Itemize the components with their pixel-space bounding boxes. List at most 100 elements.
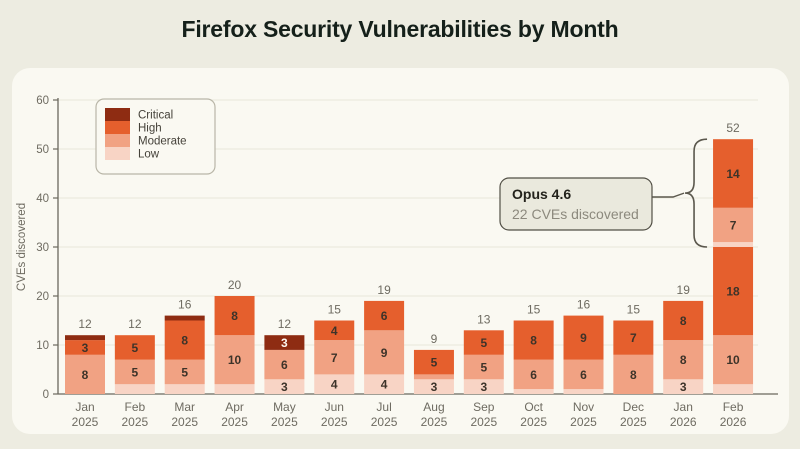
bar-total-Jan-2026: 19	[677, 283, 691, 297]
legend-swatch-high	[105, 121, 130, 134]
bar-segment-Mar-2025-high	[164, 320, 205, 360]
bar-total-Apr-2025: 20	[228, 278, 242, 292]
segment-label-Mar-2025-moderate: 5	[181, 365, 188, 379]
segment-label-Feb-2026-high: 14	[726, 167, 740, 181]
bar-total-Nov-2025: 16	[577, 298, 591, 312]
x-tick-year-Dec-2025: 2025	[620, 415, 647, 429]
x-tick-month-Nov-2025: Nov	[573, 400, 594, 414]
bar-segment-Feb-2025-high	[114, 335, 155, 360]
segment-label-Nov-2025-high: 9	[580, 331, 587, 345]
segment-label-Jun-2025-moderate: 7	[331, 351, 338, 365]
segment-label-Jun-2025-low: 4	[331, 378, 338, 392]
x-tick-year-Feb-2025: 2025	[121, 415, 148, 429]
x-tick-month-Jan-2025: Jan	[75, 400, 94, 414]
annotation-connector	[652, 192, 685, 198]
y-tick-label-60: 60	[36, 95, 49, 107]
legend-label-critical: Critical	[138, 110, 173, 122]
legend-label-moderate: Moderate	[138, 136, 187, 148]
bar-segment-Apr-2025-high	[214, 296, 255, 336]
segment-label-Aug-2025-high: 5	[431, 356, 438, 370]
bar-segment-Apr-2025-low	[214, 384, 255, 394]
x-tick-year-Aug-2025: 2025	[421, 415, 448, 429]
segment-label-Feb-2025-high: 5	[132, 341, 139, 355]
x-tick-year-Sep-2025: 2025	[470, 415, 497, 429]
x-tick-month-May-2025: May	[273, 400, 296, 414]
bar-segment-Jan-2025-high	[65, 340, 105, 355]
x-tick-year-Jan-2026: 2026	[670, 415, 697, 429]
bar-segment-Sep-2025-low	[463, 379, 504, 394]
page-title: Firefox Security Vulnerabilities by Mont…	[181, 16, 619, 42]
bar-segment-Aug-2025-moderate	[413, 374, 454, 380]
segment-label-Feb-2026-moderate: 10	[726, 353, 740, 367]
segment-label-Oct-2025-high: 8	[530, 334, 537, 348]
segment-label-Sep-2025-high: 5	[480, 336, 487, 350]
x-tick-month-Feb-2026: Feb	[723, 400, 744, 414]
segment-label-Sep-2025-low: 3	[480, 380, 487, 394]
bar-total-Jul-2025: 19	[377, 283, 391, 297]
segment-label-Jun-2025-high: 4	[331, 324, 338, 338]
segment-label-May-2025-low: 3	[281, 380, 288, 394]
bar-segment-Jul-2025-high	[364, 300, 405, 331]
x-tick-month-Apr-2025: Apr	[225, 400, 244, 414]
bar-segment-Dec-2025-moderate	[613, 354, 654, 394]
bar-segment-Mar-2025-low	[164, 384, 205, 394]
bar-segment-Jul-2025-moderate	[364, 330, 405, 375]
segment-label-May-2025-moderate: 6	[281, 358, 288, 372]
x-tick-month-Jun-2025: Jun	[325, 400, 344, 414]
bar-segment-Nov-2025-low	[563, 389, 604, 394]
bar-segment-Jun-2025-low	[314, 374, 355, 394]
bar-total-Aug-2025: 9	[431, 332, 438, 346]
y-tick-label-10: 10	[36, 340, 49, 352]
bar-segment-Feb-2026-moderate	[713, 335, 754, 385]
bar-total-May-2025: 12	[278, 317, 292, 331]
bar-segment-Oct-2025-moderate	[513, 359, 554, 390]
bar-total-Sep-2025: 13	[477, 312, 491, 326]
x-tick-year-Feb-2026: 2026	[720, 415, 747, 429]
segment-label-Jan-2026-high: 8	[680, 314, 687, 328]
x-tick-year-Oct-2025: 2025	[520, 415, 547, 429]
annotation-title: Opus 4.6	[512, 186, 571, 202]
bar-segment-Jul-2025-low	[364, 374, 405, 394]
bar-segment-Feb-2026-low	[713, 384, 754, 394]
bar-segment-Sep-2025-high	[463, 330, 504, 355]
bar-segment-Sep-2025-moderate	[463, 354, 504, 380]
x-tick-year-May-2025: 2025	[271, 415, 298, 429]
segment-label-Apr-2025-moderate: 10	[228, 353, 242, 367]
bar-segment-Nov-2025-high	[563, 315, 604, 360]
segment-label-Mar-2025-high: 8	[181, 334, 188, 348]
bar-segment-Jan-2026-low	[663, 379, 704, 394]
bar-segment-Aug-2025-high	[413, 349, 454, 375]
segment-label-Feb-2026-moderate: 7	[730, 218, 737, 232]
segment-label-Oct-2025-moderate: 6	[530, 368, 537, 382]
annotation-callout-box	[499, 177, 653, 231]
x-tick-month-Aug-2025: Aug	[423, 400, 444, 414]
x-tick-year-Apr-2025: 2025	[221, 415, 248, 429]
bar-segment-Jan-2025-critical	[65, 335, 105, 341]
bar-total-Mar-2025: 16	[178, 298, 192, 312]
bar-total-Dec-2025: 15	[627, 303, 641, 317]
legend-label-low: Low	[138, 149, 160, 161]
bar-segment-Nov-2025-moderate	[563, 359, 604, 390]
segment-label-Jul-2025-high: 6	[381, 309, 388, 323]
x-tick-month-Jan-2026: Jan	[674, 400, 693, 414]
annotation-brace	[685, 138, 708, 248]
legend-swatch-critical	[105, 108, 130, 121]
legend-swatch-moderate	[105, 134, 130, 147]
bar-total-Feb-2026: 52	[726, 121, 740, 135]
bar-segment-Mar-2025-critical	[164, 315, 205, 321]
y-tick-label-30: 30	[36, 242, 49, 254]
bar-segment-May-2025-low	[264, 379, 305, 394]
x-tick-month-Sep-2025: Sep	[473, 400, 495, 414]
segment-label-Feb-2026-high: 18	[726, 285, 740, 299]
y-tick-label-50: 50	[36, 144, 49, 156]
bar-total-Jun-2025: 15	[328, 303, 342, 317]
segment-label-May-2025-critical: 3	[281, 336, 288, 350]
x-tick-month-Dec-2025: Dec	[623, 400, 644, 414]
y-tick-label-20: 20	[36, 291, 49, 303]
segment-label-Aug-2025-low: 3	[431, 380, 438, 394]
x-tick-year-Nov-2025: 2025	[570, 415, 597, 429]
bar-segment-Oct-2025-low	[513, 389, 554, 394]
segment-label-Nov-2025-moderate: 6	[580, 368, 587, 382]
segment-label-Apr-2025-high: 8	[231, 309, 238, 323]
legend-label-high: High	[138, 123, 162, 135]
